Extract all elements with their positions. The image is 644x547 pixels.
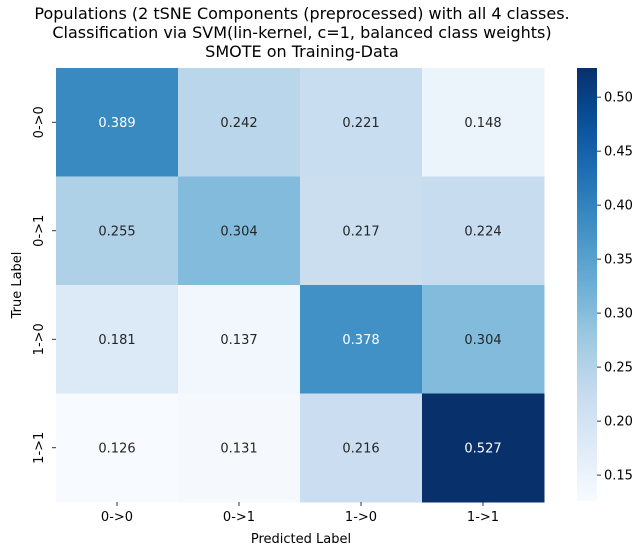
heatmap-cell <box>422 393 545 503</box>
x-tick-label: 1->1 <box>467 510 499 525</box>
colorbar: 0.15 0.20 0.25 0.30 0.35 0.40 0.45 0.50 <box>577 68 633 501</box>
heatmap-cell <box>422 68 545 177</box>
colorbar-tick-label: 0.15 <box>604 469 633 484</box>
heatmap-cell-label: 0.131 <box>220 441 257 456</box>
y-tick-label: 0->1 <box>32 215 47 247</box>
colorbar-ticks: 0.15 0.20 0.25 0.30 0.35 0.40 0.45 0.50 <box>597 91 633 484</box>
heatmap-cell-label: 0.389 <box>98 116 135 131</box>
heatmap-cell <box>300 285 423 394</box>
heatmap-cell-label: 0.255 <box>98 224 135 239</box>
y-axis-label: True Label <box>10 252 25 320</box>
heatmap-cell-labels: 0.389 0.242 0.221 0.148 0.255 0.304 0.217 0.224… <box>98 116 501 457</box>
heatmap-cell <box>300 393 423 503</box>
colorbar-gradient <box>577 68 597 501</box>
colorbar-tick-label: 0.30 <box>604 307 633 322</box>
heatmap-cell-label: 0.304 <box>464 333 501 348</box>
heatmap-cell <box>422 285 545 394</box>
heatmap-cell <box>178 68 301 177</box>
heatmap-cell-label: 0.242 <box>220 116 257 131</box>
colorbar-tick-label: 0.50 <box>604 91 633 106</box>
heatmap-cell <box>56 68 179 177</box>
x-tick-label: 0->0 <box>101 510 133 525</box>
heatmap-cell <box>422 176 545 286</box>
chart-title-line-3: SMOTE on Training-Data <box>205 42 399 61</box>
heatmap-cell <box>56 393 179 503</box>
colorbar-tick-label: 0.45 <box>604 145 633 160</box>
heatmap-cell-label: 0.527 <box>464 441 501 456</box>
heatmap-cell-label: 0.221 <box>342 116 379 131</box>
y-axis-ticks: 0->0 0->1 1->0 1->1 <box>32 106 56 464</box>
heatmap-cells <box>56 68 545 503</box>
y-tick-label: 1->1 <box>32 432 47 464</box>
heatmap-cell-label: 0.181 <box>98 333 135 348</box>
y-tick-label: 0->0 <box>32 106 47 138</box>
heatmap-cell-label: 0.148 <box>464 116 501 131</box>
heatmap-cell <box>178 176 301 286</box>
colorbar-tick-label: 0.35 <box>604 253 633 268</box>
x-axis-ticks: 0->0 0->1 1->0 1->1 <box>101 502 499 525</box>
colorbar-tick-label: 0.40 <box>604 199 633 214</box>
heatmap-cell-label: 0.217 <box>342 224 379 239</box>
heatmap-cell-label: 0.137 <box>220 333 257 348</box>
y-tick-label: 1->0 <box>32 323 47 355</box>
chart-title-line-1: Populations (2 tSNE Components (preproce… <box>34 4 570 23</box>
x-tick-label: 1->0 <box>345 510 377 525</box>
heatmap-cell-label: 0.304 <box>220 224 257 239</box>
heatmap-cell <box>56 176 179 286</box>
x-tick-label: 0->1 <box>223 510 255 525</box>
heatmap-cell <box>300 68 423 177</box>
colorbar-tick-label: 0.25 <box>604 361 633 376</box>
heatmap-cell-label: 0.378 <box>342 333 379 348</box>
heatmap-cell <box>178 393 301 503</box>
x-axis-label: Predicted Label <box>251 532 351 547</box>
chart-title-line-2: Classification via SVM(lin-kernel, c=1, … <box>52 23 552 42</box>
heatmap-cell-label: 0.126 <box>98 441 135 456</box>
heatmap-cell <box>300 176 423 286</box>
heatmap-cell <box>178 285 301 394</box>
heatmap-cell-label: 0.224 <box>464 224 501 239</box>
colorbar-tick-label: 0.20 <box>604 415 633 430</box>
heatmap-cell <box>56 285 179 394</box>
heatmap-cell-label: 0.216 <box>342 441 379 456</box>
